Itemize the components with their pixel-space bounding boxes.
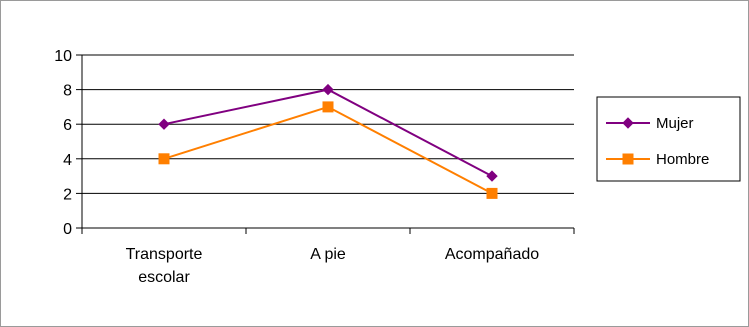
legend-entry-mujer: Mujer	[606, 115, 694, 132]
y-tick-label: 2	[63, 186, 72, 203]
y-tick-label: 10	[54, 48, 72, 65]
plot-background	[82, 55, 574, 228]
legend-marker	[622, 117, 634, 129]
data-point	[158, 118, 170, 130]
data-point	[322, 83, 334, 96]
series-hombre	[158, 101, 498, 199]
legend-marker	[622, 153, 634, 165]
legend-box	[596, 96, 741, 182]
legend-label: Hombre	[656, 151, 709, 168]
x-tick-label: A pie	[310, 246, 346, 263]
series-mujer	[158, 83, 498, 182]
data-point	[486, 187, 498, 199]
data-point	[158, 153, 170, 165]
y-tick-label: 0	[63, 221, 72, 238]
x-tick-labels: Transporte escolar A pie Acompañado	[126, 246, 540, 286]
y-tick-label: 6	[63, 117, 72, 134]
y-tick-label: 4	[63, 152, 72, 169]
axes	[81, 55, 575, 234]
data-point	[322, 101, 334, 113]
plot-area	[82, 55, 574, 228]
legend-entry-hombre: Hombre	[606, 151, 709, 168]
series-layer	[158, 83, 498, 199]
legend: Mujer Hombre	[596, 96, 741, 182]
legend-label: Mujer	[656, 115, 694, 132]
y-tick-labels: 0 2 4 6 8 10	[54, 48, 72, 238]
x-tick-label: Transporte escolar	[126, 246, 203, 286]
y-tick-label: 8	[63, 83, 72, 100]
data-point	[486, 170, 498, 182]
x-tick-label: Acompañado	[445, 246, 539, 263]
